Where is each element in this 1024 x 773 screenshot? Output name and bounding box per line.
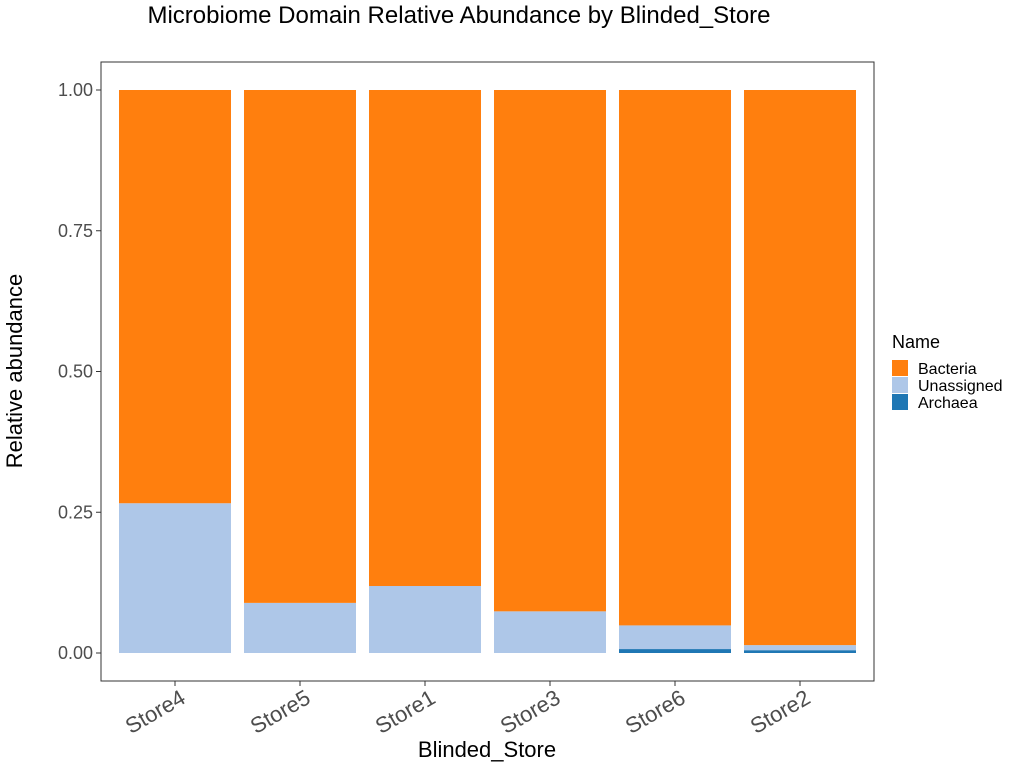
legend-label-archaea: Archaea (918, 395, 978, 412)
chart-title: Microbiome Domain Relative Abundance by … (147, 2, 770, 29)
bar-bacteria-store4 (119, 90, 231, 504)
x-axis: Store4 Store5 Store1 Store3 Store6 Store2 (121, 681, 815, 739)
y-tick-label: 0.00 (58, 643, 93, 663)
x-tick-label: Store1 (371, 685, 440, 739)
y-tick-label: 0.50 (58, 362, 93, 382)
bar-stack-store4 (119, 90, 231, 653)
bar-stack-store3 (494, 90, 606, 653)
bar-unassigned-store5 (244, 602, 356, 653)
x-tick-label: Store6 (621, 685, 690, 739)
bar-unassigned-store3 (494, 611, 606, 653)
y-axis: 0.00 0.25 0.50 0.75 1.00 (58, 80, 101, 663)
legend-swatch-bacteria (892, 360, 908, 376)
x-axis-title: Blinded_Store (418, 737, 556, 762)
bar-stack-store5 (244, 90, 356, 653)
bar-archaea-store2 (744, 650, 856, 653)
legend-title: Name (892, 332, 940, 352)
x-tick-label: Store2 (746, 685, 815, 739)
bar-unassigned-store4 (119, 503, 231, 653)
x-tick-label: Store4 (121, 685, 190, 739)
bar-unassigned-store6 (619, 625, 731, 650)
bar-stack-store6 (619, 90, 731, 653)
y-tick-label: 0.75 (58, 221, 93, 241)
x-tick-label: Store5 (246, 685, 315, 739)
y-axis-title: Relative abundance (2, 274, 27, 468)
legend-label-unassigned: Unassigned (918, 378, 1003, 395)
bar-stack-store1 (369, 90, 481, 653)
y-tick-label: 1.00 (58, 80, 93, 100)
bar-bacteria-store3 (494, 90, 606, 612)
bar-unassigned-store1 (369, 586, 481, 653)
bar-archaea-store6 (619, 649, 731, 653)
legend-swatch-unassigned (892, 377, 908, 393)
y-tick-label: 0.25 (58, 502, 93, 522)
bar-bacteria-store2 (744, 90, 856, 646)
legend-swatch-archaea (892, 394, 908, 410)
bar-bacteria-store6 (619, 90, 731, 626)
bar-bacteria-store1 (369, 90, 481, 587)
x-tick-label: Store3 (496, 685, 565, 739)
bar-unassigned-store2 (744, 645, 856, 651)
legend-label-bacteria: Bacteria (918, 361, 977, 378)
bar-bacteria-store5 (244, 90, 356, 603)
bars-layer (119, 90, 856, 653)
bar-stack-store2 (744, 90, 856, 653)
